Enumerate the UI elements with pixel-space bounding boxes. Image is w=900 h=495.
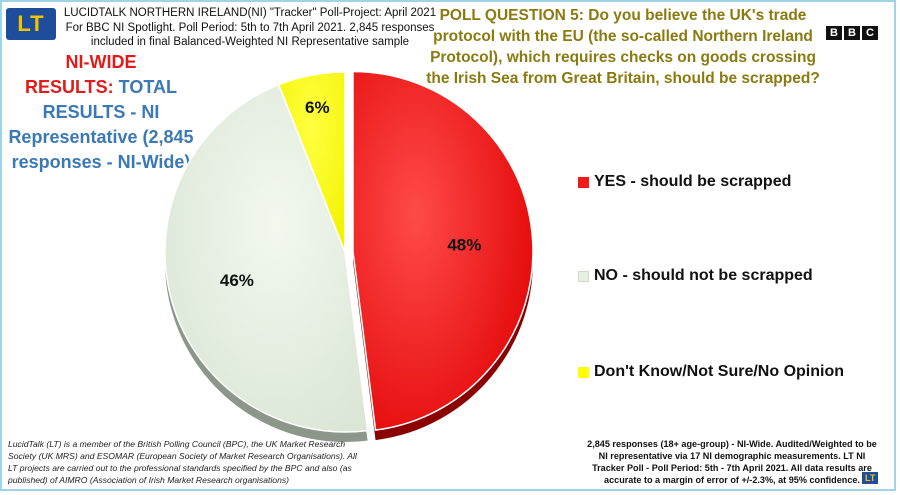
pie-slice-no [164, 83, 369, 433]
pie-label-yes: 48% [447, 235, 481, 254]
bpc-membership-note: LucidTalk (LT) is a member of the Britis… [8, 439, 357, 485]
bbc-logo: B B C [826, 26, 878, 40]
header-line-3: included in final Balanced-Weighted NI R… [90, 36, 410, 48]
pie-label-no: 46% [220, 271, 254, 290]
legend-swatch-no [578, 270, 589, 282]
legend-item-yes: YES - should be scrapped [578, 173, 791, 191]
lucidtalk-small-logo: LT [862, 472, 879, 484]
results-label-results: RESULTS: [25, 77, 114, 97]
legend-label-yes: YES - should be scrapped [594, 173, 792, 190]
results-label-ni-wide: NI-WIDE [65, 52, 137, 72]
header-line-1: LUCIDTALK NORTHERN IRELAND(NI) "Tracker"… [63, 7, 437, 19]
poll-question: POLL QUESTION 5: Do you believe the UK's… [426, 7, 820, 87]
lucidtalk-logo: LT [6, 8, 56, 40]
results-label: NI-WIDE RESULTS: TOTAL RESULTS - NI Repr… [6, 50, 196, 175]
header-line-2: For BBC NI Spotlight. Poll Period: 5th t… [65, 21, 435, 34]
bbc-letter: B [826, 26, 842, 40]
bbc-letter: B [844, 26, 860, 40]
results-label-detail: TOTAL RESULTS - NI Representative (2,845… [8, 77, 194, 172]
bbc-letter: C [862, 26, 878, 40]
methodology-note: 2,845 responses (18+ age-group) - NI-Wid… [587, 439, 877, 485]
legend-item-no: NO - should not be scrapped [578, 267, 813, 285]
pie-label-dont-know: 6% [305, 98, 330, 117]
legend-swatch-dont-know [578, 366, 589, 378]
poll-header: LUCIDTALK NORTHERN IRELAND(NI) "Tracker"… [60, 6, 440, 50]
pie-slice-dont-know [277, 71, 346, 253]
legend-label-dont-know: Don't Know/Not Sure/No Opinion [594, 363, 844, 380]
legend-label-no: NO - should not be scrapped [594, 267, 813, 284]
pie-slice-yes [352, 70, 534, 431]
legend-item-dont-know: Don't Know/Not Sure/No Opinion [578, 363, 844, 381]
legend-swatch-yes [578, 176, 589, 188]
